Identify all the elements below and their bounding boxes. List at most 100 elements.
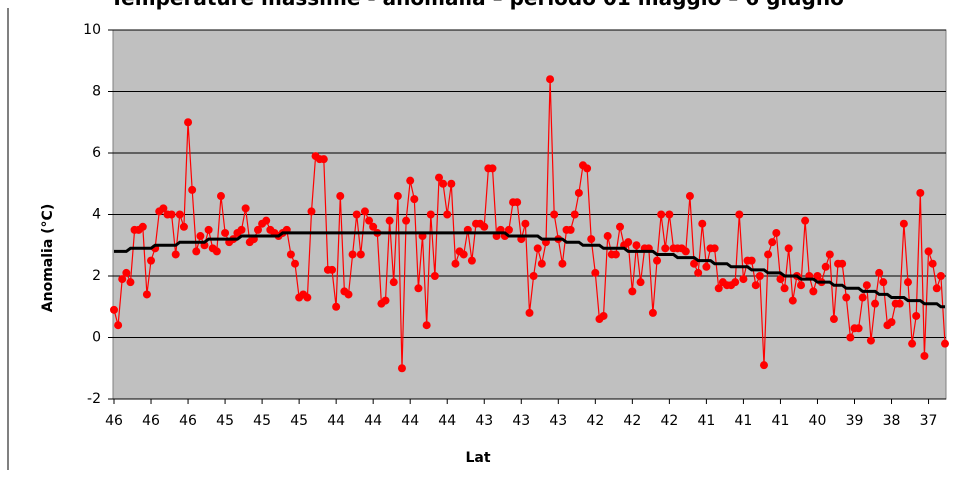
data-point [747, 256, 756, 265]
x-tick-label: 43 [512, 413, 530, 429]
data-point [402, 216, 411, 225]
data-point [788, 296, 797, 305]
data-point [616, 222, 625, 231]
data-point [838, 259, 847, 268]
data-point [352, 210, 361, 219]
data-point [344, 290, 353, 299]
x-tick-label: 39 [846, 413, 864, 429]
x-tick-label: 46 [179, 413, 197, 429]
data-point [821, 262, 830, 271]
data-point [291, 259, 300, 268]
data-point [142, 290, 151, 299]
data-point [611, 250, 620, 259]
data-point [924, 247, 933, 256]
data-point [784, 244, 793, 253]
data-point [665, 210, 674, 219]
x-tick-label: 42 [586, 413, 604, 429]
data-point [871, 299, 880, 308]
data-point [879, 278, 888, 287]
data-point [451, 259, 460, 268]
data-point [895, 299, 904, 308]
data-point [406, 176, 415, 185]
x-tick-label: 45 [216, 413, 234, 429]
data-point [262, 216, 271, 225]
x-tick-label: 41 [772, 413, 790, 429]
data-point [480, 222, 489, 231]
x-tick-label: 43 [549, 413, 567, 429]
y-tick-label: 4 [92, 207, 101, 223]
x-tick-label: 37 [920, 413, 938, 429]
data-point [780, 284, 789, 293]
data-point [735, 210, 744, 219]
data-point [159, 204, 168, 213]
data-point [348, 250, 357, 259]
x-tick-label: 42 [660, 413, 678, 429]
data-point [829, 315, 838, 324]
data-point [167, 210, 176, 219]
data-point [204, 225, 213, 234]
data-point [657, 210, 666, 219]
data-point [414, 284, 423, 293]
x-tick-label: 44 [327, 413, 345, 429]
data-point [566, 225, 575, 234]
y-axis-title: Anomalia (°C) [40, 204, 56, 312]
data-point [702, 262, 711, 271]
data-point [899, 219, 908, 228]
data-point [447, 179, 456, 188]
data-point [393, 192, 402, 201]
y-tick-label: 8 [92, 84, 101, 100]
data-point [212, 247, 221, 256]
data-point [846, 333, 855, 342]
data-point [813, 272, 822, 280]
data-point [887, 318, 896, 327]
data-point [751, 281, 760, 290]
data-point [286, 250, 295, 259]
data-point [912, 311, 921, 320]
data-point [546, 75, 555, 84]
data-point [768, 238, 777, 247]
data-point [862, 281, 871, 290]
data-point [192, 247, 201, 256]
y-tick-label: 6 [92, 145, 101, 161]
data-point [558, 259, 567, 268]
y-tick-label: -2 [87, 391, 101, 407]
data-point [928, 259, 937, 268]
data-point [303, 293, 312, 302]
data-point [550, 210, 559, 219]
data-point [175, 210, 184, 219]
trend-line [114, 231, 945, 309]
data-point [755, 272, 764, 280]
data-point [908, 339, 917, 348]
x-tick-label: 46 [105, 413, 123, 429]
data-point [179, 222, 188, 231]
data-point [110, 305, 118, 314]
data-point [385, 216, 394, 225]
x-tick-label: 45 [253, 413, 271, 429]
data-point [599, 311, 608, 320]
data-point [936, 272, 945, 280]
data-point [854, 324, 863, 333]
data-point [772, 228, 781, 237]
data-point [459, 250, 468, 259]
data-point [122, 268, 131, 277]
y-tick-label: 0 [92, 330, 101, 346]
data-point [801, 216, 810, 225]
data-point [184, 118, 193, 127]
data-point [118, 275, 127, 284]
data-point [685, 192, 694, 201]
data-point [422, 321, 431, 330]
data-point [842, 293, 851, 302]
data-point [369, 222, 378, 231]
data-point [661, 244, 670, 253]
x-tick-label: 41 [697, 413, 715, 429]
data-point [389, 278, 398, 287]
data-point [138, 222, 147, 231]
y-tick-label: 10 [83, 22, 101, 38]
data-point [932, 284, 941, 293]
data-point [397, 364, 406, 373]
data-point [171, 250, 180, 259]
data-point [920, 351, 929, 360]
data-point [196, 232, 205, 241]
data-point [903, 278, 912, 287]
